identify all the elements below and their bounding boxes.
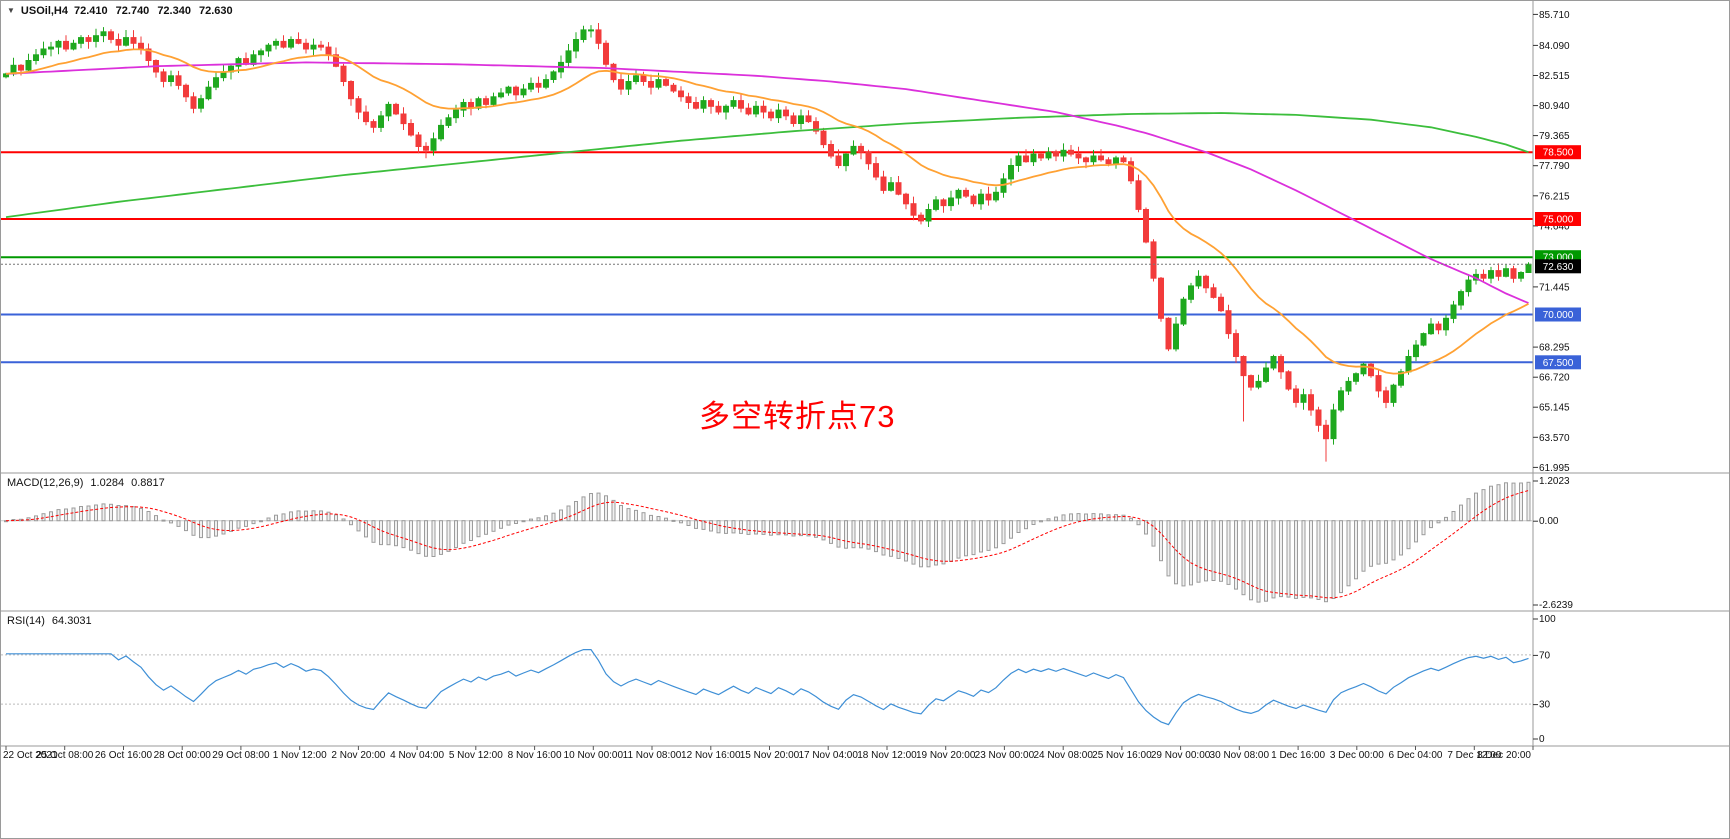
macd-value-signal: 0.8817 bbox=[131, 477, 165, 489]
time-axis-label: 6 Dec 04:00 bbox=[1389, 750, 1443, 761]
price-axis-label: 84.090 bbox=[1539, 41, 1570, 52]
price-axis-label: 68.295 bbox=[1539, 343, 1570, 354]
time-axis-label: 24 Nov 08:00 bbox=[1033, 750, 1093, 761]
rsi-axis-label: 30 bbox=[1539, 700, 1551, 711]
time-axis-label: 25 Nov 16:00 bbox=[1092, 750, 1152, 761]
price-axis-label: 80.940 bbox=[1539, 101, 1570, 112]
time-axis-label: 3 Dec 00:00 bbox=[1330, 750, 1384, 761]
rsi-axis-label: 0 bbox=[1539, 734, 1545, 745]
price-badge-67.500[interactable]: 67.500 bbox=[1535, 355, 1581, 370]
candlestick-series bbox=[3, 23, 1532, 462]
time-axis-label: 15 Nov 20:00 bbox=[740, 750, 800, 761]
price-axis-label: 76.215 bbox=[1539, 191, 1570, 202]
macd-indicator-label: MACD(12,26,9) 1.0284 0.8817 bbox=[7, 477, 165, 489]
price-axis-label: 65.145 bbox=[1539, 403, 1570, 414]
rsi-value: 64.3031 bbox=[51, 615, 92, 627]
price-axis-label: 79.365 bbox=[1539, 131, 1570, 142]
time-axis-label: 29 Oct 08:00 bbox=[212, 750, 270, 761]
price-axis-label: 63.570 bbox=[1539, 433, 1570, 444]
price-axis[interactable]: 85.710 84.090 82.515 80.940 79.365 77.790 76.2… bbox=[1533, 10, 1581, 745]
svg-text:70.000: 70.000 bbox=[1543, 310, 1574, 321]
time-axis-label: 11 Nov 08:00 bbox=[623, 750, 682, 761]
ma-orange-line bbox=[5, 48, 1529, 375]
time-axis-label: 1 Dec 16:00 bbox=[1271, 750, 1325, 761]
time-axis-label: 18 Nov 12:00 bbox=[857, 750, 917, 761]
price-axis-label: 77.790 bbox=[1539, 161, 1570, 172]
time-axis-label: 1 Nov 12:00 bbox=[273, 750, 327, 761]
time-axis-label: 10 Nov 00:00 bbox=[564, 750, 624, 761]
time-axis-label: 5 Nov 12:00 bbox=[449, 750, 503, 761]
time-axis-label: 23 Nov 00:00 bbox=[975, 750, 1035, 761]
price-axis-label: 82.515 bbox=[1539, 71, 1570, 82]
time-axis-label: 12 Nov 16:00 bbox=[681, 750, 741, 761]
macd-signal-line bbox=[5, 490, 1529, 599]
time-axis-label: 30 Nov 08:00 bbox=[1210, 750, 1270, 761]
time-axis-label: 22 Oct 2021 bbox=[3, 750, 58, 761]
time-axis-label: 2 Nov 20:00 bbox=[331, 750, 385, 761]
svg-text:67.500: 67.500 bbox=[1543, 358, 1574, 369]
time-axis-label: 19 Nov 20:00 bbox=[916, 750, 976, 761]
macd-axis-label: 0.00 bbox=[1539, 516, 1559, 527]
ohlc-low: 72.340 bbox=[157, 5, 191, 17]
macd-name: MACD(12,26,9) bbox=[7, 477, 84, 489]
current-price-badge[interactable]: 72.630 bbox=[1535, 259, 1581, 274]
rsi-axis-label: 100 bbox=[1539, 614, 1556, 625]
macd-axis-label: 1.2023 bbox=[1539, 476, 1570, 487]
price-axis-label: 61.995 bbox=[1539, 463, 1570, 474]
symbol-dropdown-icon[interactable]: ▼ bbox=[7, 6, 15, 15]
price-badge-75.000[interactable]: 75.000 bbox=[1535, 212, 1581, 226]
time-axis-label: 29 Nov 00:00 bbox=[1151, 750, 1211, 761]
macd-value-main: 1.0284 bbox=[90, 477, 125, 489]
price-badge-70.000[interactable]: 70.000 bbox=[1535, 307, 1581, 322]
symbol-period-label: USOil,H4 bbox=[20, 5, 68, 17]
time-axis-label: 25 Oct 08:00 bbox=[36, 750, 94, 761]
svg-text:78.500: 78.500 bbox=[1543, 148, 1574, 159]
svg-text:75.000: 75.000 bbox=[1543, 215, 1574, 226]
svg-text:72.630: 72.630 bbox=[1543, 262, 1574, 273]
macd-axis-label: -2.6239 bbox=[1539, 600, 1573, 611]
svg-text:73.000: 73.000 bbox=[1543, 253, 1574, 264]
macd-histogram bbox=[4, 481, 1531, 603]
time-axis-label: 28 Oct 00:00 bbox=[154, 750, 212, 761]
ma-magenta-line bbox=[5, 61, 1529, 304]
price-badge-78.500[interactable]: 78.500 bbox=[1535, 145, 1581, 160]
price-axis-label: 85.710 bbox=[1539, 10, 1570, 21]
annotation-text[interactable]: 多空转折点73 bbox=[699, 399, 896, 434]
rsi-line bbox=[6, 649, 1529, 726]
rsi-axis-label: 70 bbox=[1539, 650, 1551, 661]
price-axis-label: 74.640 bbox=[1539, 221, 1570, 232]
time-axis-label: 17 Nov 04:00 bbox=[798, 750, 858, 761]
ohlc-open: 72.410 bbox=[74, 5, 108, 17]
time-axis-label: 8 Nov 16:00 bbox=[508, 750, 562, 761]
rsi-indicator-label: RSI(14) 64.3031 bbox=[7, 615, 92, 627]
price-axis-label: 66.720 bbox=[1539, 373, 1570, 384]
time-axis-label: 26 Oct 16:00 bbox=[95, 750, 153, 761]
price-axis-label: 71.445 bbox=[1539, 282, 1570, 293]
time-axis-label: 7 Dec 12:00 bbox=[1447, 750, 1501, 761]
horizontal-levels[interactable] bbox=[1, 151, 1533, 364]
ohlc-high: 72.740 bbox=[115, 5, 150, 17]
rsi-name: RSI(14) bbox=[7, 615, 45, 627]
ohlc-close: 72.630 bbox=[198, 5, 233, 17]
symbol-info-bar: ▼ USOil,H4 72.410 72.740 72.340 72.630 bbox=[7, 5, 233, 17]
time-axis-label: 4 Nov 04:00 bbox=[390, 750, 444, 761]
time-axis-label: 8 Dec 20:00 bbox=[1477, 750, 1531, 761]
ma-green-line bbox=[5, 112, 1529, 218]
